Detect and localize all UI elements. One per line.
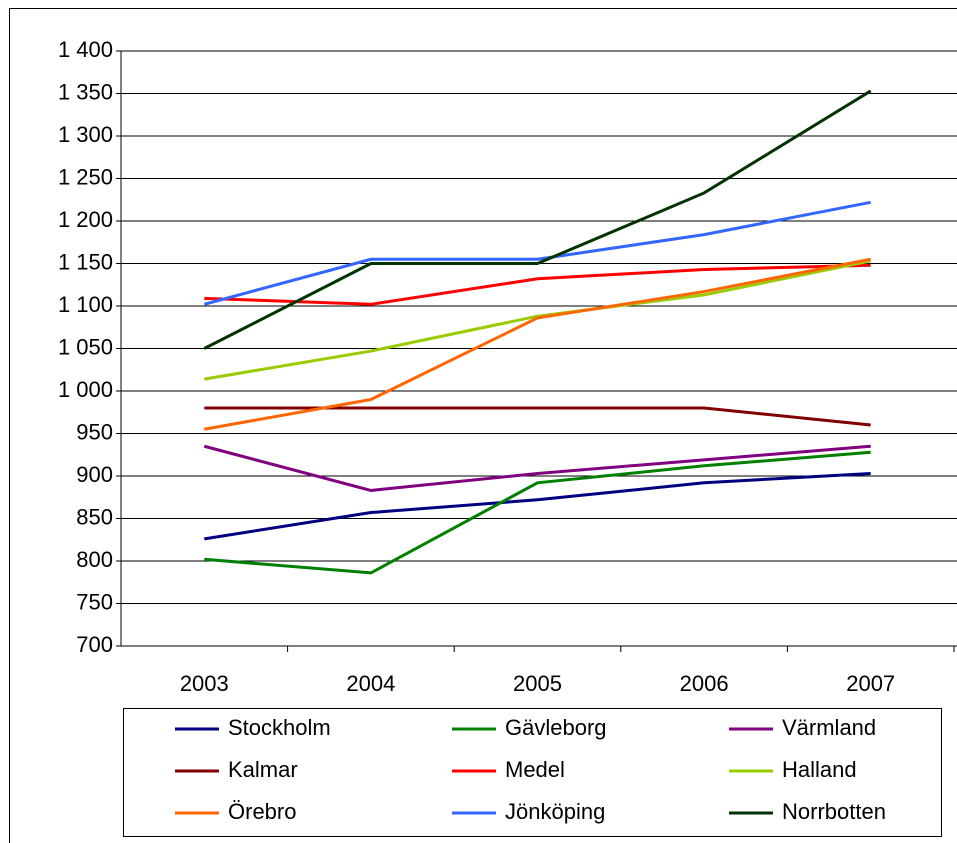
y-tick-label: 1 100 [58,292,113,317]
legend-label: Norrbotten [782,799,886,824]
y-tick-label: 900 [76,462,113,487]
series-line [204,450,871,575]
y-tick-label: 950 [76,419,113,444]
x-tick-label: 2004 [346,671,395,696]
x-tick-label: 2003 [180,671,229,696]
legend-label: Värmland [782,715,876,740]
x-tick-label: 2007 [846,671,895,696]
y-tick-label: 800 [76,547,113,572]
series-line [203,444,871,492]
chart-frame [9,8,957,843]
series-line [204,263,871,306]
legend-label: Halland [782,757,857,782]
y-tick-label: 1 350 [58,79,113,104]
legend-label: Gävleborg [505,715,607,740]
y-tick-label: 1 050 [58,334,113,359]
y-tick-label: 1 000 [58,377,113,402]
x-tick-label: 2005 [513,671,562,696]
series-line [203,200,871,306]
series-line [203,89,872,350]
legend-label: Medel [505,757,565,782]
legend-label: Stockholm [228,715,331,740]
legend-label: Örebro [228,799,296,824]
legend-label: Kalmar [228,757,298,782]
y-tick-label: 1 400 [58,37,113,62]
legend-box [123,708,942,837]
y-tick-label: 750 [76,589,113,614]
y-tick-label: 1 200 [58,207,113,232]
series-line [204,257,871,431]
legend-label: Jönköping [505,799,605,824]
y-tick-label: 1 150 [58,249,113,274]
x-tick-label: 2006 [680,671,729,696]
series-line [204,471,871,541]
series-line [204,259,871,381]
y-tick-label: 1 250 [58,164,113,189]
y-tick-label: 700 [76,632,113,657]
y-tick-label: 850 [76,504,113,529]
y-tick-label: 1 300 [58,122,113,147]
